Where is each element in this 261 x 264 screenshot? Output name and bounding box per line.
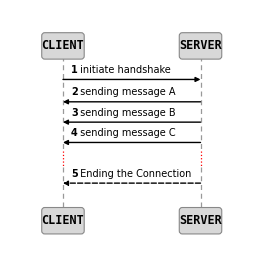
Text: 1: 1 bbox=[71, 65, 78, 75]
Text: sending message C: sending message C bbox=[77, 128, 175, 138]
Text: sending message A: sending message A bbox=[77, 87, 175, 97]
Text: SERVER: SERVER bbox=[179, 214, 222, 227]
FancyBboxPatch shape bbox=[42, 33, 84, 59]
FancyBboxPatch shape bbox=[42, 208, 84, 234]
Text: CLIENT: CLIENT bbox=[41, 39, 84, 53]
Text: 3: 3 bbox=[71, 108, 78, 118]
Text: sending message B: sending message B bbox=[77, 108, 175, 118]
FancyBboxPatch shape bbox=[179, 208, 222, 234]
Text: 2: 2 bbox=[71, 87, 78, 97]
FancyBboxPatch shape bbox=[179, 33, 222, 59]
Text: 5: 5 bbox=[71, 169, 78, 179]
Text: 4: 4 bbox=[71, 128, 78, 138]
Text: Ending the Connection: Ending the Connection bbox=[77, 169, 191, 179]
Text: SERVER: SERVER bbox=[179, 39, 222, 53]
Text: initiate handshake: initiate handshake bbox=[77, 65, 170, 75]
Text: CLIENT: CLIENT bbox=[41, 214, 84, 227]
